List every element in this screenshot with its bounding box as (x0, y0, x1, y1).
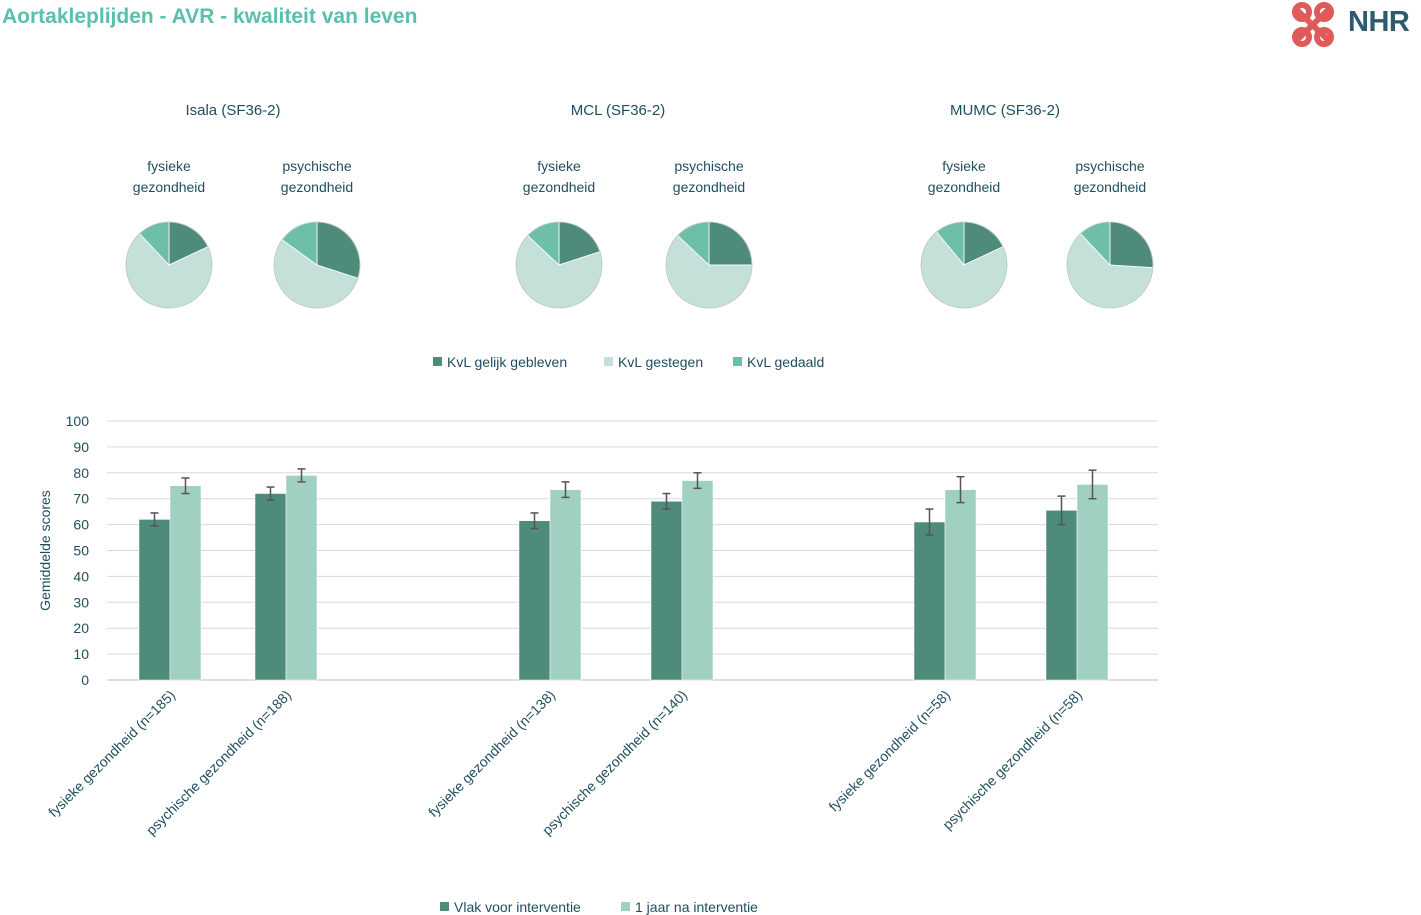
legend-label: Vlak voor interventie (454, 899, 581, 915)
y-tick-label: 50 (73, 543, 89, 559)
y-axis-label: Gemiddelde scores (37, 490, 53, 611)
y-tick-label: 40 (73, 568, 89, 584)
y-tick-label: 80 (73, 465, 89, 481)
pie-title: psychische (1075, 158, 1144, 174)
y-tick-label: 30 (73, 594, 89, 610)
pie-group-title: Isala (SF36-2) (185, 102, 280, 119)
y-tick-label: 60 (73, 517, 89, 533)
bar (1045, 510, 1078, 681)
pie-group-title: MUMC (SF36-2) (950, 102, 1060, 119)
y-tick-label: 10 (73, 646, 89, 662)
legend-label: KvL gestegen (618, 354, 703, 370)
pie-slice (708, 221, 753, 266)
bar (549, 489, 582, 681)
legend-label: KvL gelijk gebleven (447, 354, 567, 370)
pie-title: gezondheid (281, 179, 353, 195)
y-tick-label: 20 (73, 620, 89, 636)
y-tick-label: 0 (81, 672, 89, 688)
nhr-logo-icon (1292, 2, 1334, 47)
x-tick-label: fysieke gezondheid (n=138) (425, 687, 558, 820)
pie-title: psychische (674, 158, 743, 174)
logo-text: NHR (1348, 6, 1410, 38)
legend-label: 1 jaar na interventie (635, 899, 758, 915)
legend-swatch (440, 902, 449, 911)
pie-title: gezondheid (1074, 179, 1146, 195)
x-tick-label: psychische gezondheid (n=58) (939, 687, 1085, 833)
pie-outline (920, 221, 1008, 309)
pie-group-title: MCL (SF36-2) (571, 102, 665, 119)
legend-swatch (733, 357, 742, 366)
bar (518, 520, 551, 681)
pie-outline (1066, 221, 1154, 309)
bar (681, 480, 714, 681)
y-tick-label: 100 (66, 413, 90, 429)
bar (285, 475, 318, 681)
pie-title: gezondheid (523, 179, 595, 195)
pie-outline (125, 221, 213, 309)
bar (650, 501, 683, 681)
legend-swatch (621, 902, 630, 911)
y-tick-label: 90 (73, 439, 89, 455)
x-tick-label: fysieke gezondheid (n=58) (825, 687, 953, 815)
bar (1076, 484, 1109, 681)
bar (944, 489, 977, 681)
pie-outline (665, 221, 753, 309)
pie-title: gezondheid (673, 179, 745, 195)
pie-title: psychische (282, 158, 351, 174)
bar (254, 493, 287, 681)
x-tick-label: psychische gezondheid (n=140) (539, 687, 690, 838)
pie-title: gezondheid (928, 179, 1000, 195)
pie-outline (515, 221, 603, 309)
bar (913, 521, 946, 681)
pie-slice (1109, 221, 1154, 269)
y-tick-label: 70 (73, 491, 89, 507)
x-tick-label: fysieke gezondheid (n=185) (45, 687, 178, 820)
pie-outline (273, 221, 361, 309)
pie-title: fysieke (147, 158, 191, 174)
legend-swatch (433, 357, 442, 366)
bar (138, 519, 171, 681)
pie-title: gezondheid (133, 179, 205, 195)
bar (169, 485, 202, 681)
page-title: Aortakleplijden - AVR - kwaliteit van le… (2, 5, 418, 28)
legend-swatch (604, 357, 613, 366)
pie-title: fysieke (537, 158, 581, 174)
legend-label: KvL gedaald (747, 354, 824, 370)
pie-title: fysieke (942, 158, 986, 174)
